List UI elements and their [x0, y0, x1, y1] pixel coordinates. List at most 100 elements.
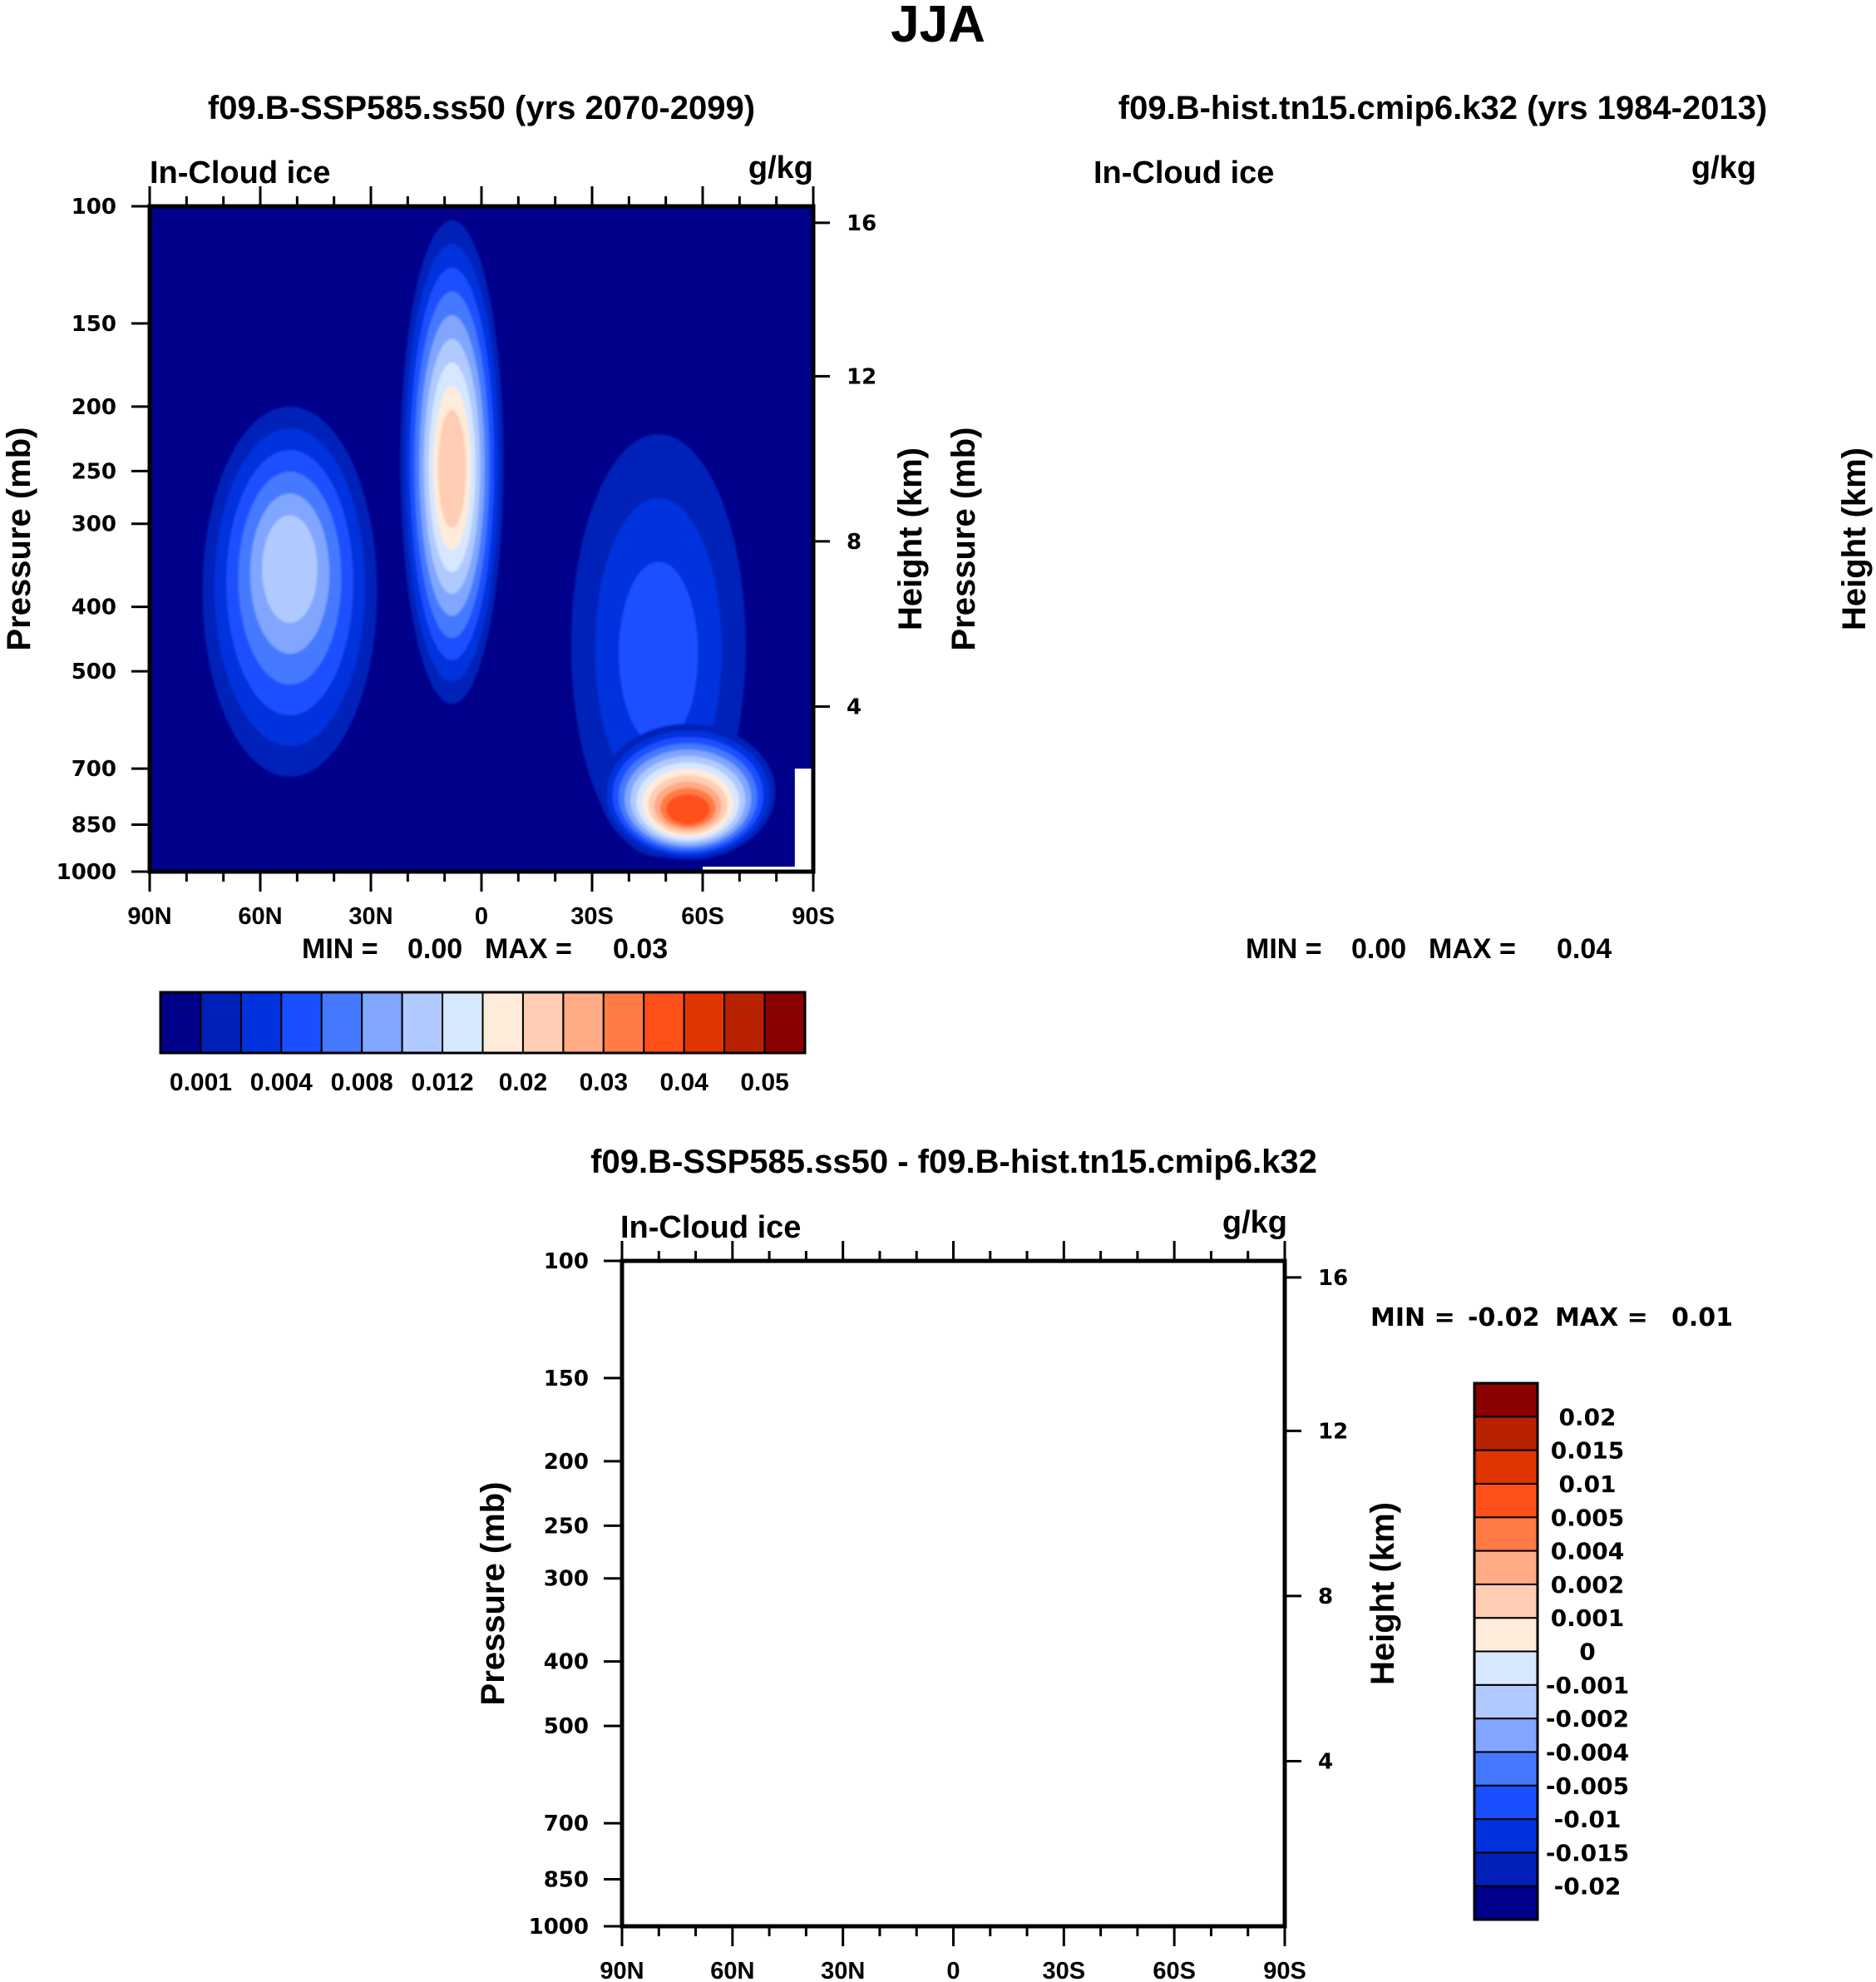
feature-nh-midlatitude-storm-track	[202, 406, 378, 777]
colorbar-swatch	[1474, 1617, 1538, 1653]
colorbar-label: 0.005	[1551, 1504, 1625, 1531]
contour-level-7	[1028, 1726, 1202, 1915]
colorbar-swatch	[1474, 1751, 1538, 1787]
contour-level-11	[897, 1356, 958, 1511]
colorbar-label: 0.01	[1558, 1470, 1616, 1498]
y-tick-label: 500	[72, 660, 116, 685]
contour-level-3	[619, 561, 699, 745]
feature-sh-upper-increase	[1087, 1537, 1261, 1689]
y-right-tick-label: 8	[1318, 1584, 1333, 1609]
contour-level-7	[865, 1559, 968, 1788]
contour-level-10	[886, 1322, 969, 1535]
axes: 90N 60N 30N 0 30S 60S 90S 100 150 200 250 300 400 500…	[57, 186, 876, 930]
contour-level-1	[1089, 1832, 1141, 1884]
figure-title: JJA	[891, 0, 985, 53]
feature-nh-midlevel-decrease	[700, 1606, 875, 1883]
y-axis-title: Pressure (mb)	[945, 428, 982, 651]
x-tick-label: 90S	[1263, 1958, 1306, 1982]
variable-label: In-Cloud ice	[150, 156, 330, 190]
x-tick-label: 60S	[1153, 1958, 1196, 1982]
min-value: 0.00	[1351, 933, 1406, 965]
colorbar-swatch	[643, 991, 685, 1054]
x-tick-label: 60S	[681, 903, 724, 930]
colorbar-swatch	[481, 991, 524, 1054]
min-max-readout: MIN = 0.00 MAX = 0.03	[302, 933, 668, 965]
x-tick-label: 60N	[710, 1958, 754, 1982]
min-label: MIN =	[302, 933, 378, 965]
colorbar-swatch	[200, 991, 242, 1054]
y-tick-label: 850	[72, 813, 116, 838]
y-right-tick-label: 4	[1318, 1749, 1333, 1774]
colorbar-swatch	[361, 991, 403, 1054]
max-label: MAX =	[1429, 933, 1516, 965]
contour-level-13	[1152, 1842, 1212, 1885]
x-tick-label: 90N	[127, 903, 171, 930]
contour-level-11	[1123, 1811, 1240, 1898]
colorbar-swatch	[683, 991, 726, 1054]
y-axis-title: Pressure (mb)	[475, 1482, 511, 1706]
min-max-readout: MIN = 0.00 MAX = 0.04	[1246, 933, 1612, 965]
missing-data-region	[1174, 1823, 1285, 1926]
y-axis-title: Pressure (mb)	[1, 428, 37, 651]
max-label: MAX =	[485, 933, 572, 965]
y-tick-label: 100	[72, 195, 116, 220]
contour-level-12	[666, 794, 710, 825]
colorbar-swatch	[1474, 1818, 1538, 1854]
colorbar-label: 0.012	[412, 1069, 474, 1096]
y-tick-label: 250	[72, 459, 116, 484]
x-tick-label: 30N	[821, 1958, 865, 1982]
colorbar-swatch	[1474, 1718, 1538, 1753]
colorbar-swatch	[1474, 1482, 1538, 1519]
y-tick-label: 850	[544, 1868, 589, 1893]
max-value: 0.03	[613, 933, 668, 965]
contour-level-4	[886, 1629, 947, 1762]
missing-data-region	[703, 769, 813, 872]
y-tick-label: 300	[544, 1567, 589, 1592]
y-tick-label: 1000	[529, 1915, 589, 1940]
contour-level-4	[754, 1703, 822, 1804]
contour-level-3	[1069, 1797, 1163, 1895]
x-tick-label: 30S	[570, 903, 614, 930]
x-tick-label: 60N	[238, 903, 282, 930]
y-right-tick-label: 4	[847, 694, 861, 719]
contour-level-2	[1079, 1815, 1152, 1889]
contour-level-4	[1059, 1779, 1172, 1899]
colorbar-label: 0.001	[170, 1069, 232, 1096]
y-tick-label: 1000	[57, 860, 116, 885]
feature-nh-upper-increase	[682, 1446, 857, 1714]
x-tick-label: 30S	[1043, 1958, 1086, 1982]
y-tick-label: 200	[544, 1450, 589, 1475]
x-tick-label: 0	[475, 903, 488, 930]
colorbar: -0.02 -0.015 -0.01 -0.005 -0.004 -0.002 -0.001…	[1473, 1381, 1629, 1921]
colorbar-swatch	[280, 991, 323, 1054]
feature-tropical-midlevel-decrease	[865, 1559, 968, 1788]
colorbar-label: 0.02	[499, 1069, 547, 1096]
feature-sh-lowlevel-decrease	[1028, 1726, 1202, 1915]
y-right-tick-label: 8	[847, 530, 861, 555]
contour-level-9	[876, 1288, 980, 1559]
colorbar-label: 0.03	[580, 1069, 628, 1096]
y-tick-label: 150	[72, 312, 116, 337]
y-axis-right-title: Height (km)	[1365, 1502, 1401, 1685]
contour-level-5	[736, 1671, 839, 1830]
contour-level-5	[1049, 1762, 1182, 1905]
panel-difference: f09.B-SSP585.ss50 - f09.B-hist.tn15.cmip…	[475, 1144, 1733, 1705]
colorbar-swatch	[442, 991, 484, 1054]
panel-left: f09.B-SSP585.ss50 (yrs 2070-2099) In-Clo…	[1, 90, 929, 1096]
contour-level-9	[1087, 1537, 1261, 1689]
colorbar-swatch	[521, 991, 565, 1054]
contour-level-6	[262, 515, 318, 624]
contour-level-3	[893, 1653, 940, 1753]
colorbar-label: 0.04	[659, 1069, 708, 1096]
colorbar-label: 0.02	[1558, 1403, 1616, 1431]
units-label: g/kg	[1691, 151, 1756, 185]
y-right-tick-label: 16	[1318, 1266, 1348, 1291]
y-tick-label: 100	[544, 1249, 589, 1274]
x-tick-label: 0	[946, 1958, 960, 1982]
colorbar-label: -0.02	[1554, 1873, 1622, 1900]
y-tick-label: 700	[544, 1811, 589, 1836]
x-tick-label: 90S	[792, 903, 835, 930]
colorbar-swatch	[1474, 1683, 1538, 1720]
feature-sh-low-level-max	[600, 724, 776, 860]
